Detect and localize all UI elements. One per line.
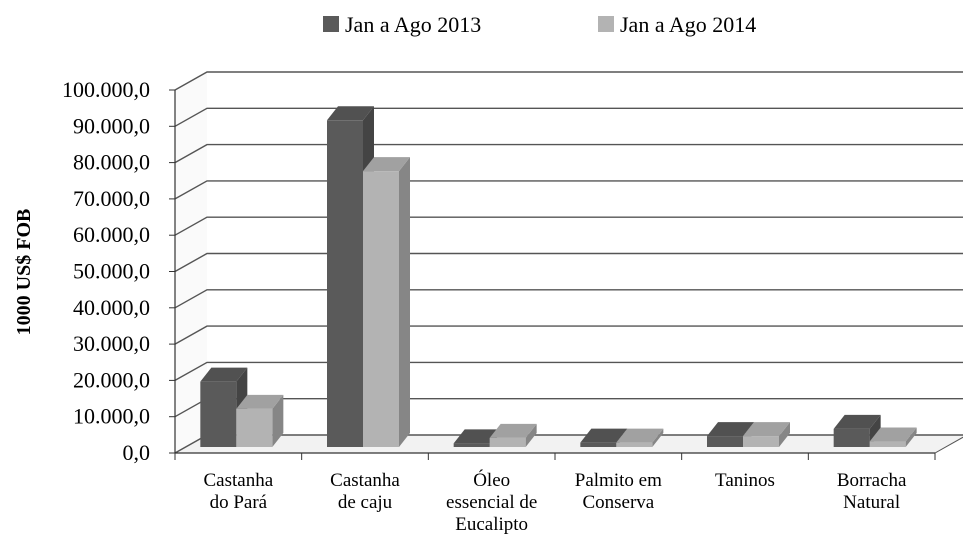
bar-front: [489, 437, 526, 447]
bar-side: [779, 422, 790, 447]
y-tick-label: 80.000,0: [73, 150, 150, 175]
chart-walls: [173, 72, 963, 454]
bar-top: [453, 429, 501, 444]
y-tick-label: 60.000,0: [73, 222, 150, 247]
y-tick-label: 100.000,0: [62, 77, 150, 102]
bar-front: [453, 443, 490, 447]
bar-front: [833, 428, 870, 447]
x-tick-label-line: Palmito em: [575, 470, 662, 491]
y-tick-label: 50.000,0: [73, 259, 150, 284]
bar-top: [616, 428, 664, 443]
x-tick-label-line: Castanha: [330, 470, 400, 491]
y-axis-label: 1000 US$ FOB: [13, 209, 35, 336]
x-tick-label-line: de caju: [338, 492, 393, 513]
bar-front: [707, 436, 743, 447]
bar: [616, 428, 664, 447]
gridline: [174, 180, 963, 200]
gridline: [174, 216, 963, 236]
bar-top: [200, 367, 248, 382]
x-tick-label-line: Natural: [843, 492, 900, 513]
x-tick-label: Óleo essencial de Eucalipto: [446, 469, 537, 535]
bar: [833, 414, 881, 447]
y-tick-label: 0,0: [123, 440, 151, 465]
bar-top: [236, 394, 284, 409]
x-tick-label-line: Óleo: [473, 469, 510, 491]
x-tick-label: Castanha do Pará: [204, 470, 274, 513]
legend-item: Jan a Ago 2013: [323, 12, 481, 37]
legend-label: Jan a Ago 2014: [620, 12, 756, 37]
bar-top: [707, 422, 754, 437]
gridline: [174, 398, 963, 418]
bar-front: [363, 171, 399, 447]
gridline: [174, 252, 963, 273]
legend-label: Jan a Ago 2013: [345, 12, 481, 37]
gridline: [174, 289, 963, 309]
x-tick-label: Taninos: [715, 470, 775, 491]
bar-front: [580, 442, 617, 447]
legend-item: Jan a Ago 2014: [598, 12, 756, 37]
bar-top: [363, 157, 410, 172]
bar-top: [833, 414, 881, 429]
y-tick-labels: 0,0 10.000,0 20.000,0 30.000,0 40.000,0 50.00…: [62, 77, 150, 465]
bar-front: [616, 442, 653, 447]
grid-lines: [174, 71, 963, 454]
y-tick-label: 70.000,0: [73, 186, 150, 211]
bar-side: [525, 423, 537, 447]
x-tick-label-line: Eucalipto: [455, 514, 528, 535]
x-tick-label: Palmito em Conserva: [575, 470, 662, 513]
bar-top: [869, 427, 917, 442]
bar-top: [743, 422, 790, 437]
gridline: [174, 361, 963, 382]
bar-front: [869, 441, 906, 447]
bar-side: [399, 157, 410, 447]
legend-swatch: [598, 16, 614, 32]
y-tick-label: 20.000,0: [73, 367, 150, 392]
x-tick-label-line: Borracha: [837, 470, 907, 491]
y-tick-label: 30.000,0: [73, 331, 150, 356]
gridline: [174, 71, 963, 91]
gridline: [174, 107, 963, 127]
x-tick-label: Borracha Natural: [837, 470, 907, 513]
bars: [200, 106, 917, 448]
bar-side: [905, 427, 917, 447]
gridline: [174, 143, 963, 164]
y-tick-label: 40.000,0: [73, 295, 150, 320]
gridline: [174, 325, 963, 345]
chart-axes: [169, 89, 936, 460]
x-tick-label-line: Castanha: [204, 470, 274, 491]
bar-top: [489, 423, 537, 438]
x-tick-label-line: essencial de: [446, 492, 537, 513]
bar: [743, 422, 790, 447]
legend-swatch: [323, 16, 339, 32]
bar-top: [327, 106, 374, 121]
bar: [236, 394, 284, 447]
bar-side: [652, 428, 664, 447]
bar-front: [743, 436, 779, 447]
y-tick-label: 10.000,0: [73, 404, 150, 429]
bar: [489, 423, 537, 447]
bar-front: [327, 120, 363, 448]
chart-legend: Jan a Ago 2013 Jan a Ago 2014: [323, 12, 756, 37]
x-tick-label-line: Conserva: [582, 492, 654, 513]
y-tick-label: 90.000,0: [73, 113, 150, 138]
x-tick-label-line: do Pará: [210, 492, 268, 513]
bar-top: [580, 428, 628, 443]
bar-side: [272, 394, 284, 447]
x-tick-label-line: Taninos: [715, 470, 775, 491]
x-tick-label: Castanha de caju: [330, 470, 400, 513]
bar-front: [200, 381, 237, 447]
bar: [869, 427, 917, 447]
bar: [363, 157, 410, 447]
bar-front: [236, 408, 273, 447]
